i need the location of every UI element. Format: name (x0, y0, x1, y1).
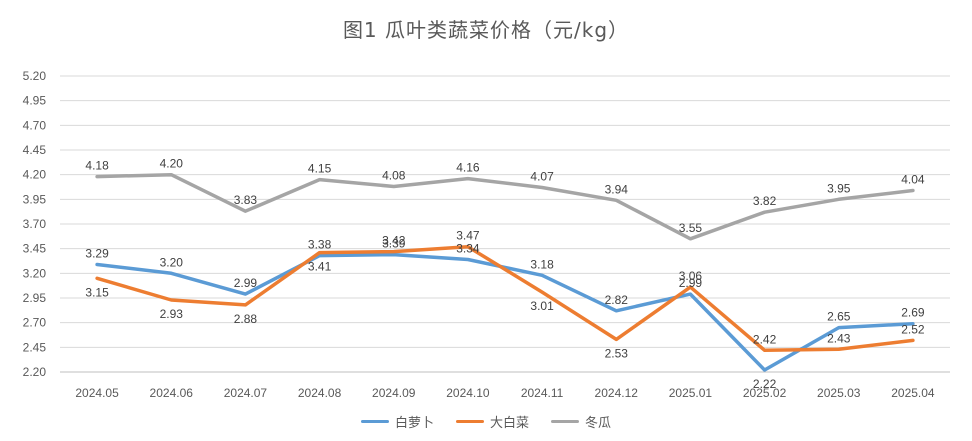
data-label: 2.88 (234, 312, 258, 326)
data-label: 4.18 (85, 159, 109, 173)
data-label: 4.07 (530, 169, 554, 183)
data-label: 2.65 (827, 310, 851, 324)
y-tick-label: 2.70 (23, 316, 47, 330)
data-label: 3.18 (530, 257, 554, 271)
x-tick-label: 2025.02 (743, 386, 787, 400)
legend-swatch (360, 420, 389, 423)
data-label: 3.01 (530, 299, 554, 313)
y-tick-label: 5.20 (23, 69, 47, 83)
data-label: 3.15 (85, 285, 109, 299)
x-tick-label: 2025.03 (817, 386, 861, 400)
data-label: 3.94 (605, 182, 629, 196)
x-tick-label: 2024.08 (298, 386, 342, 400)
y-tick-label: 4.20 (23, 168, 47, 182)
x-tick-label: 2024.07 (224, 386, 268, 400)
y-tick-label: 2.95 (23, 291, 47, 305)
data-label: 2.22 (753, 377, 777, 391)
y-tick-label: 4.95 (23, 94, 47, 108)
data-label: 3.82 (753, 194, 777, 208)
x-tick-label: 2025.04 (891, 386, 935, 400)
series-line-2 (95, 244, 915, 353)
data-label: 3.39 (382, 237, 406, 251)
legend-swatch (551, 420, 579, 423)
data-label: 3.29 (85, 246, 109, 260)
data-label: 3.34 (456, 242, 480, 256)
x-tick-label: 2024.11 (521, 386, 564, 400)
chart-legend: 白萝卜 大白菜 冬瓜 (0, 412, 972, 431)
y-tick-label: 4.70 (23, 118, 47, 132)
x-tick-label: 2024.06 (150, 386, 194, 400)
data-label: 2.42 (753, 332, 777, 346)
data-label: 2.99 (234, 276, 258, 290)
y-tick-label: 4.45 (23, 143, 47, 157)
data-label: 3.83 (234, 193, 258, 207)
data-label: 2.43 (827, 331, 851, 345)
legend-item-3: 冬瓜 (551, 412, 611, 431)
y-tick-label: 3.70 (23, 217, 47, 231)
data-label: 3.42 (382, 234, 406, 248)
series-line-1 (95, 252, 915, 372)
y-tick-label: 3.95 (23, 192, 47, 206)
data-label: 3.47 (456, 229, 480, 243)
y-tick-label: 2.20 (23, 365, 47, 379)
legend-swatch (455, 420, 484, 423)
y-tick-label: 2.45 (23, 340, 47, 354)
x-tick-label: 2025.01 (669, 386, 713, 400)
series-line-3 (95, 172, 915, 241)
data-label: 3.38 (308, 238, 332, 252)
data-label: 3.20 (160, 255, 184, 269)
y-tick-label: 3.20 (23, 266, 47, 280)
data-label: 2.53 (605, 346, 629, 360)
x-tick-label: 2024.09 (372, 386, 416, 400)
data-label: 3.41 (308, 260, 332, 274)
chart-title: 图1 瓜叶类蔬菜价格（元/kg） (342, 18, 630, 42)
data-label: 4.20 (160, 157, 184, 171)
legend-label: 大白菜 (489, 416, 529, 431)
data-label: 2.99 (679, 276, 703, 290)
y-tick-label: 3.45 (23, 242, 47, 256)
x-tick-label: 2024.12 (595, 386, 639, 400)
data-label: 2.93 (160, 307, 184, 321)
data-label: 4.16 (456, 161, 480, 175)
data-label: 3.95 (827, 181, 851, 195)
legend-item-2: 大白菜 (455, 412, 529, 431)
data-label: 4.04 (901, 172, 925, 186)
x-tick-label: 2024.10 (446, 386, 490, 400)
data-label: 4.08 (382, 169, 406, 183)
data-label: 3.55 (679, 221, 703, 235)
data-label: 2.69 (901, 306, 925, 320)
x-tick-label: 2024.05 (75, 386, 119, 400)
data-label: 3.06 (679, 269, 703, 283)
data-label: 2.52 (901, 322, 925, 336)
legend-item-1: 白萝卜 (360, 412, 434, 431)
legend-label: 冬瓜 (585, 416, 612, 431)
data-label: 4.15 (308, 162, 332, 176)
legend-label: 白萝卜 (394, 416, 434, 431)
data-label: 2.82 (605, 293, 629, 307)
